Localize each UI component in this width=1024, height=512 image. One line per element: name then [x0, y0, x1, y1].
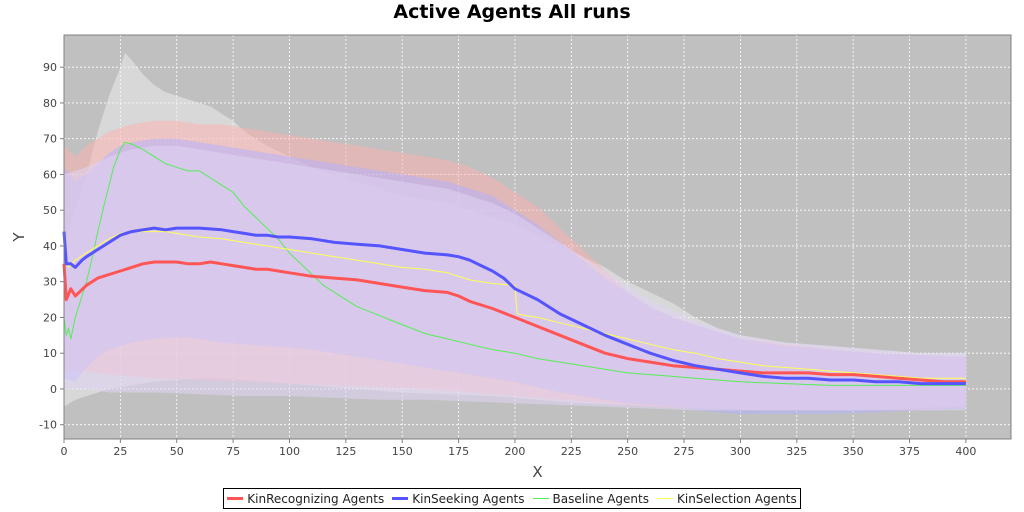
series-line-kinseeking-agents [62, 226, 966, 386]
y-tick-label: 70 [43, 133, 57, 146]
y-tick-label: 0 [50, 383, 57, 396]
legend-item: KinSeeking Agents [392, 491, 525, 506]
x-tick-label: 50 [170, 445, 184, 458]
legend-item: KinSelection Agents [657, 492, 797, 506]
legend-label: Baseline Agents [552, 491, 649, 506]
y-tick-label: 20 [43, 311, 57, 324]
x-tick-label: 75 [226, 445, 240, 458]
chart-title: Active Agents All runs [393, 1, 631, 23]
y-tick-label: 60 [43, 168, 57, 181]
x-tick-label: 200 [504, 445, 525, 458]
legend-swatch [657, 498, 673, 499]
series-lines [62, 141, 966, 386]
x-tick-label: 25 [113, 445, 127, 458]
x-tick-label: 150 [392, 445, 413, 458]
legend: KinRecognizing Agents KinSeeking Agents Ba… [223, 488, 801, 509]
axes: 0 25 50 75 100 125 150 175 200 225 250 275 300 325 350… [39, 34, 1012, 458]
x-tick-label: 0 [61, 445, 68, 458]
x-tick-label: 300 [730, 445, 751, 458]
legend-label: KinRecognizing Agents [247, 491, 385, 506]
y-tick-label: 40 [43, 240, 57, 253]
y-tick-label: 50 [43, 204, 57, 217]
y-tick-label: 10 [43, 347, 57, 360]
series-line-kinselection-agents [63, 231, 966, 379]
x-tick-label: 125 [335, 445, 356, 458]
y-tick-label: 90 [43, 61, 57, 74]
plot-border [63, 34, 1012, 440]
x-tick-label: 400 [955, 445, 976, 458]
x-tick-label: 175 [448, 445, 469, 458]
legend-label: KinSelection Agents [677, 491, 797, 506]
x-tick-label: 375 [899, 445, 920, 458]
y-tick-label: 30 [43, 276, 57, 289]
x-axis-label: X [532, 463, 542, 481]
x-tick-label: 350 [843, 445, 864, 458]
legend-swatch [227, 497, 244, 500]
legend-item: KinRecognizing Agents [227, 492, 384, 506]
y-tick-label: -10 [39, 419, 57, 432]
legend-item: Baseline Agents [532, 491, 649, 506]
series-line-kinrecognizing-agents [62, 260, 966, 384]
x-tick-label: 100 [279, 445, 300, 458]
x-tick-label: 275 [674, 445, 695, 458]
x-tick-label: 250 [617, 445, 638, 458]
y-tick-label: 80 [43, 97, 57, 110]
band-kinselection-agents [64, 145, 966, 411]
legend-swatch [392, 497, 409, 500]
y-axis-label: Y [10, 232, 28, 243]
legend-label: KinSeeking Agents [412, 491, 525, 506]
x-tick-label: 225 [561, 445, 582, 458]
confidence-bands [64, 52, 966, 414]
series-line-baseline-agents [63, 141, 966, 386]
legend-swatch [532, 498, 549, 499]
x-tick-label: 325 [786, 445, 807, 458]
